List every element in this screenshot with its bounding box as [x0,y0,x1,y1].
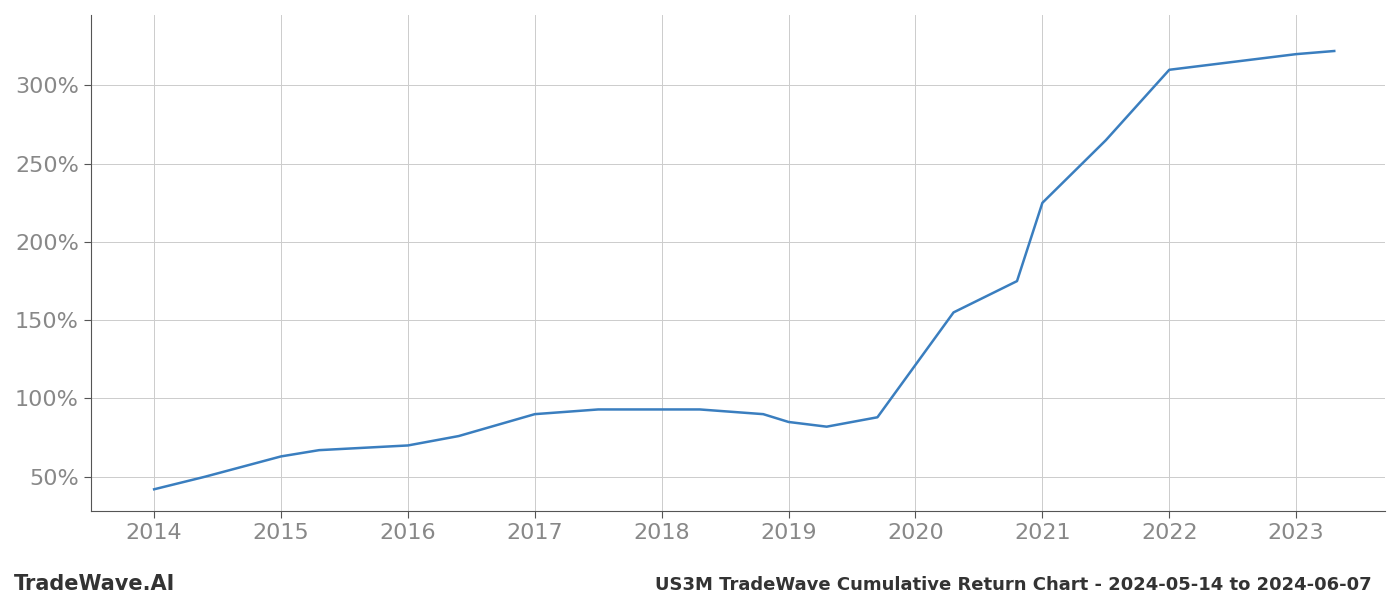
Text: US3M TradeWave Cumulative Return Chart - 2024-05-14 to 2024-06-07: US3M TradeWave Cumulative Return Chart -… [655,576,1372,594]
Text: TradeWave.AI: TradeWave.AI [14,574,175,594]
